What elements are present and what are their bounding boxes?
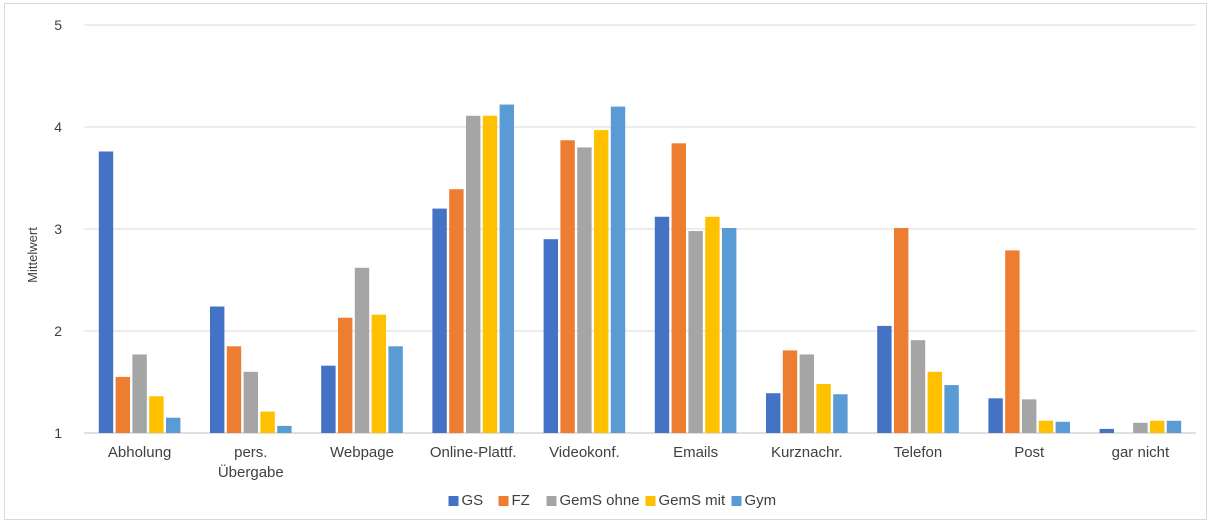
- x-tick-label: Videokonf.: [549, 444, 620, 461]
- bar-gems-mit: [927, 371, 942, 433]
- legend-label: GemS mit: [659, 492, 727, 509]
- y-tick-label: 3: [54, 221, 62, 237]
- bar-gems-ohne: [243, 371, 258, 433]
- x-tick-label: Kurznachr.: [771, 444, 843, 461]
- bar-fz: [894, 227, 909, 433]
- bar-gems-ohne: [799, 354, 814, 433]
- bar-gems-mit: [594, 130, 609, 433]
- legend-swatch: [498, 496, 509, 506]
- bar-fz: [115, 376, 130, 433]
- bar-gems-mit: [816, 384, 831, 433]
- bar-fz: [782, 350, 798, 433]
- bar-fz: [1005, 250, 1020, 433]
- bar-gems-mit: [1038, 420, 1054, 433]
- bar-gems-mit: [1150, 420, 1165, 433]
- legend-label: GS: [462, 492, 484, 509]
- bar-gems-ohne: [354, 267, 370, 433]
- legend-label: GemS ohne: [560, 492, 640, 509]
- bar-gs: [210, 306, 225, 433]
- bar-gs: [1099, 428, 1114, 433]
- y-tick-label: 5: [54, 17, 62, 33]
- bar-gs: [988, 398, 1003, 433]
- legend-label: Gym: [745, 492, 777, 509]
- y-tick-label: 4: [54, 119, 62, 135]
- bar-gs: [543, 239, 558, 433]
- bar-gems-mit: [260, 411, 275, 433]
- bar-gs: [766, 393, 781, 433]
- bar-gems-mit: [705, 216, 720, 433]
- bar-gym: [166, 417, 181, 433]
- x-tick-label: Telefon: [894, 444, 942, 461]
- legend-label: FZ: [512, 492, 530, 509]
- bar-gems-ohne: [1022, 399, 1037, 433]
- bar-gym: [388, 346, 403, 433]
- bar-gems-ohne: [466, 115, 481, 433]
- y-axis-ticks: 1 2 3 4 5: [54, 17, 62, 441]
- x-tick-label: gar nicht: [1112, 444, 1170, 461]
- y-tick-label: 2: [54, 323, 62, 339]
- bar-gs: [654, 216, 670, 433]
- bar-gym: [944, 385, 959, 433]
- bar-fz: [338, 317, 353, 433]
- x-tick-label: pers. Übergabe: [218, 444, 284, 481]
- bar-gems-mit: [371, 314, 386, 433]
- bar-gems-ohne: [132, 354, 147, 433]
- x-axis-labels: Abholung pers. Übergabe Webpage Online-Platt…: [108, 444, 1170, 481]
- bar-gym: [1166, 420, 1182, 433]
- bar-gym: [277, 425, 292, 433]
- bar-gems-ohne: [910, 340, 926, 433]
- bars: [98, 104, 1182, 434]
- bar-gems-mit: [482, 115, 498, 433]
- legend-swatch: [645, 496, 656, 506]
- bar-gs: [321, 365, 336, 433]
- bar-fz: [449, 189, 464, 433]
- x-tick-label: Webpage: [330, 444, 394, 461]
- bar-gym: [610, 106, 626, 433]
- x-tick-label: Abholung: [108, 444, 171, 461]
- legend-swatch: [731, 496, 742, 506]
- legend: GS FZ GemS ohne GemS mit Gym: [448, 492, 777, 509]
- bar-gems-ohne: [688, 231, 703, 433]
- bar-gems-ohne: [577, 147, 592, 433]
- legend-swatch: [546, 496, 557, 506]
- bar-fz: [671, 143, 686, 433]
- bar-gym: [1055, 421, 1070, 433]
- bar-gs: [877, 325, 892, 433]
- y-tick-label: 1: [54, 425, 62, 441]
- bar-gym: [499, 104, 514, 433]
- x-tick-label: Online-Plattf.: [430, 444, 517, 461]
- bar-gems-ohne: [1133, 422, 1148, 433]
- bar-gs: [432, 208, 447, 433]
- bar-gym: [833, 394, 848, 433]
- bar-gs: [98, 151, 114, 434]
- bar-fz: [226, 346, 242, 433]
- legend-swatch: [448, 496, 459, 506]
- x-tick-label: Post: [1014, 444, 1045, 461]
- x-tick-label: Emails: [673, 444, 718, 461]
- bar-gym: [722, 227, 737, 433]
- y-axis-title: Mittelwert: [25, 227, 40, 283]
- bar-fz: [560, 140, 575, 433]
- bar-gems-mit: [149, 396, 164, 433]
